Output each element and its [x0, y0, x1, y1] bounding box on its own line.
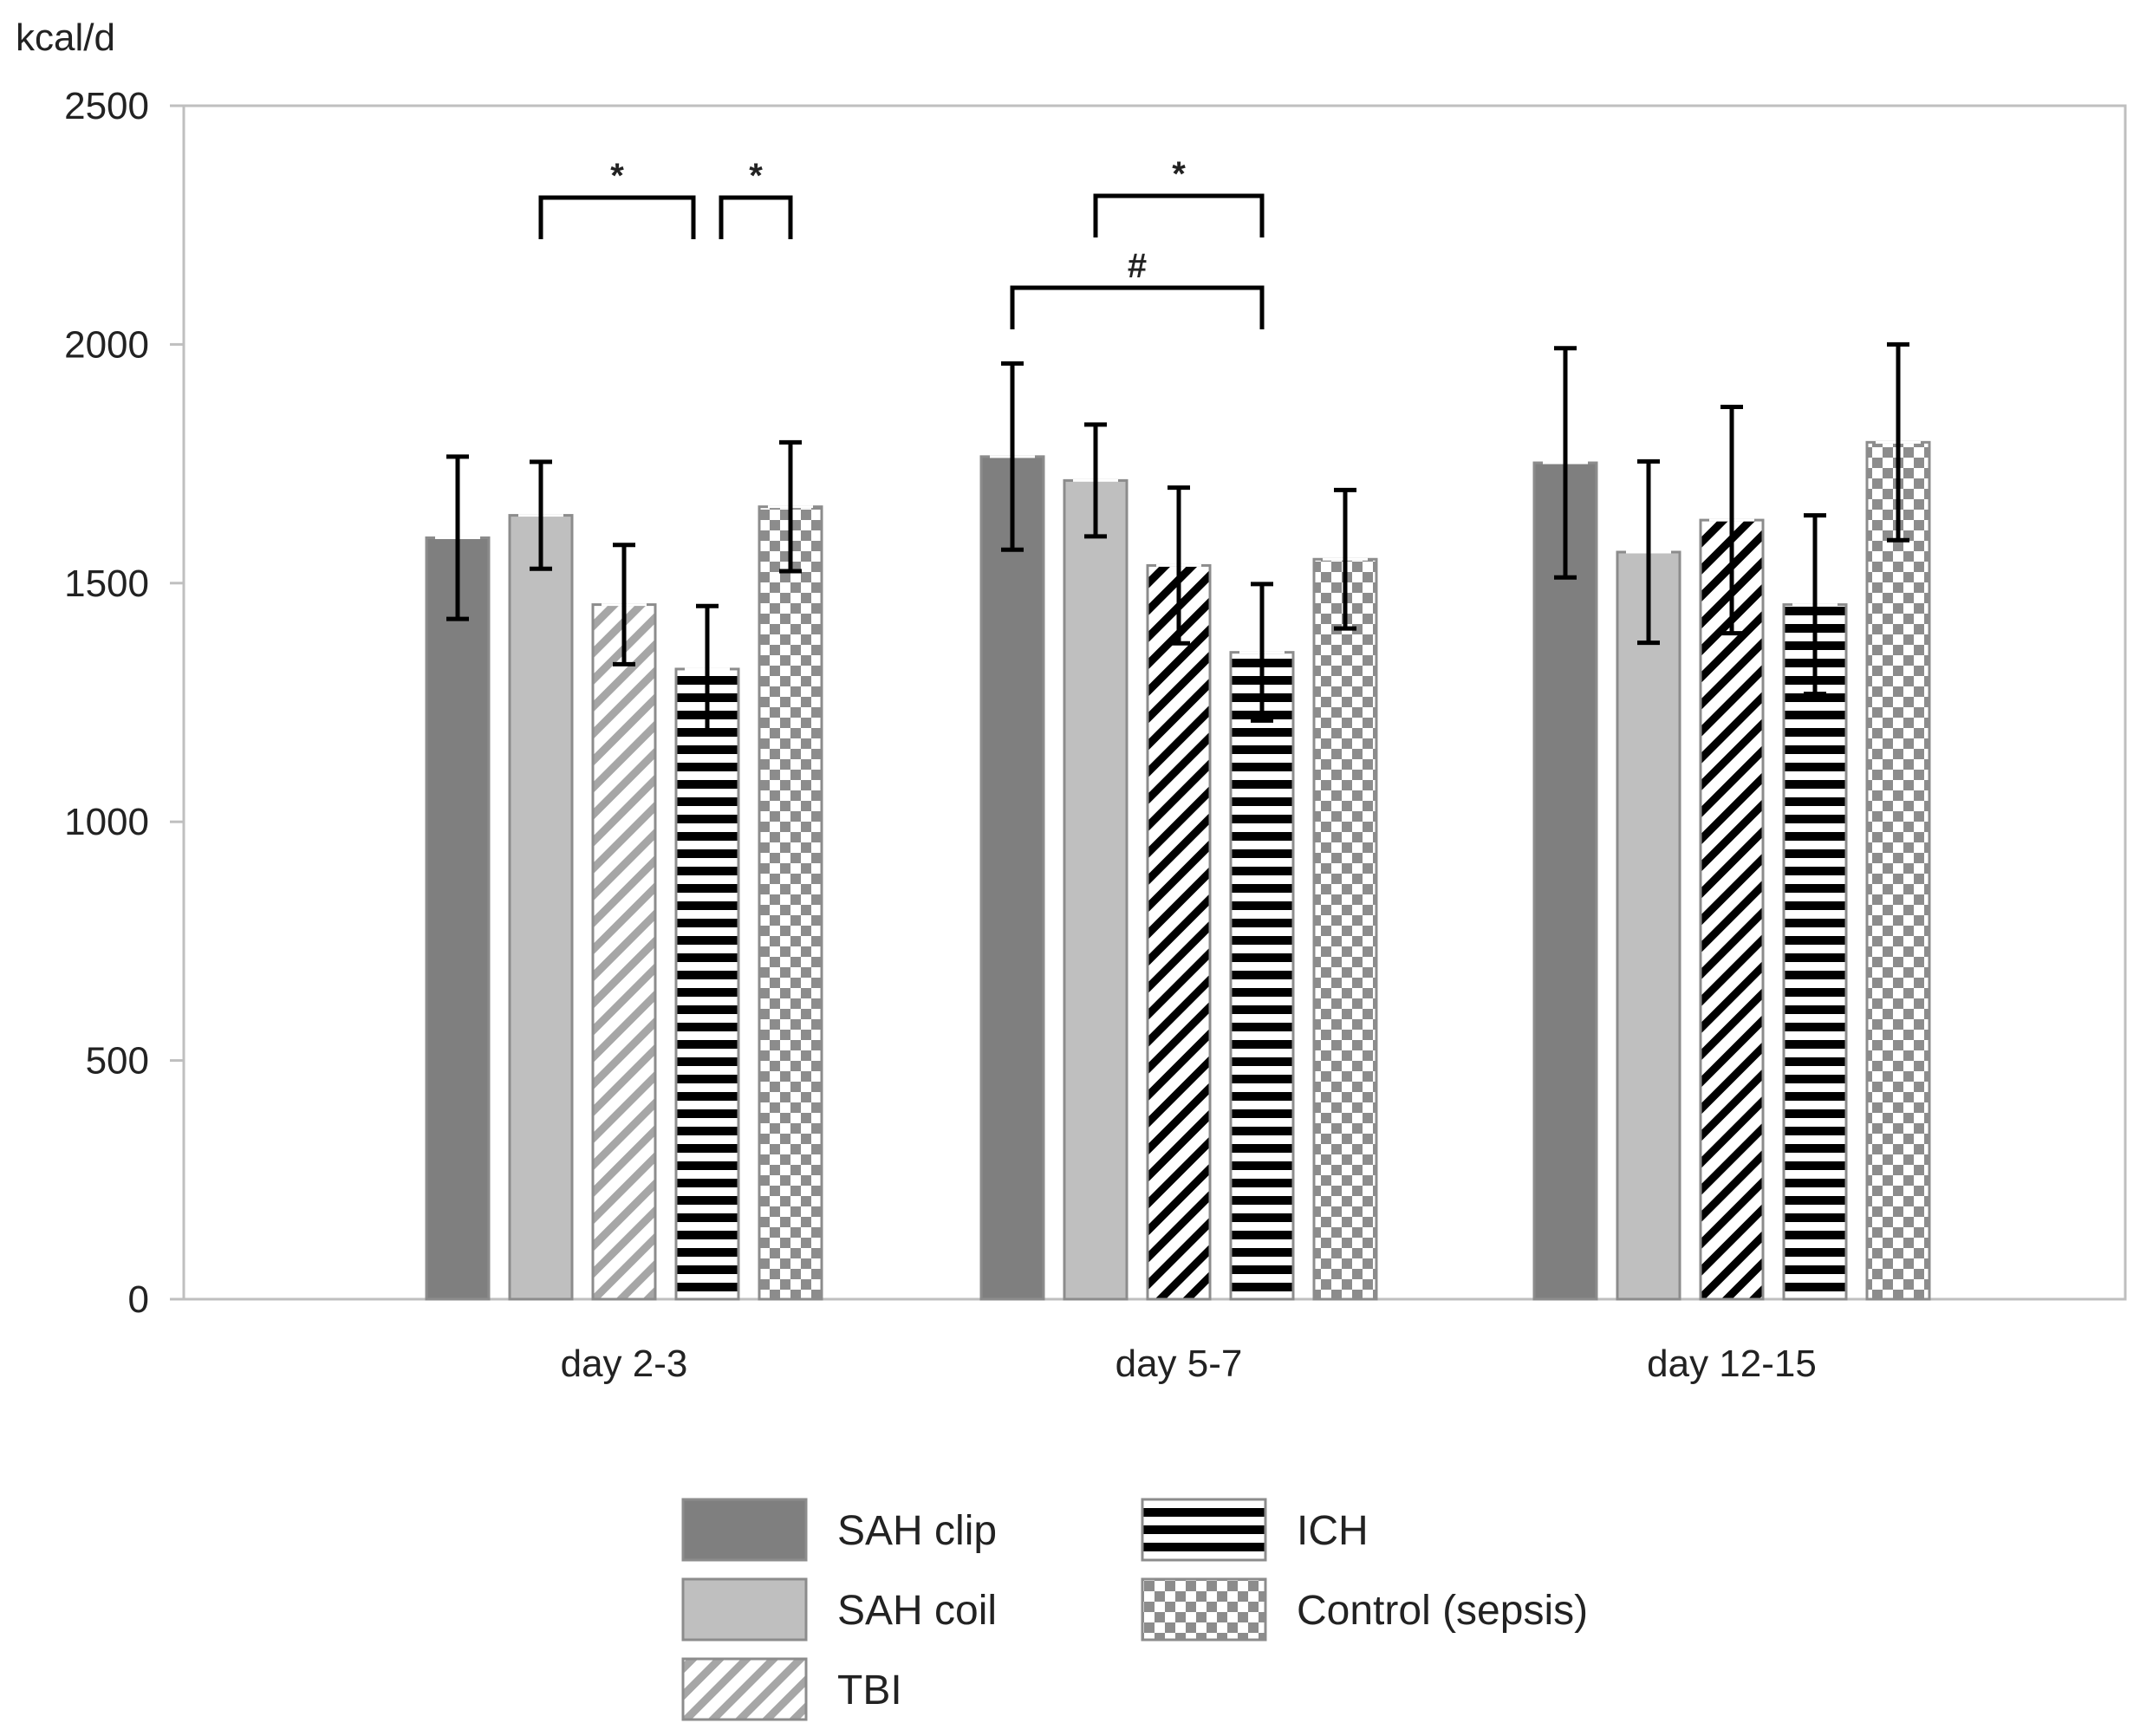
y-tick-label: 2500 [64, 85, 149, 127]
y-axis-unit-label: kcal/d [16, 16, 115, 59]
legend-label-ich: ICH [1297, 1508, 1369, 1554]
significance-bracket [1093, 193, 1265, 237]
legend-swatch-sah-clip [681, 1498, 808, 1562]
bar-tbi-day-12-15 [1699, 518, 1765, 1301]
legend-label-sah-coil: SAH coil [837, 1588, 997, 1634]
bar-sah-coil-day-12-15 [1616, 550, 1681, 1301]
bar-tbi-day-2-3 [591, 603, 657, 1301]
significance-marker: * [610, 157, 624, 195]
significance-bracket [538, 195, 696, 239]
x-category-label: day 12-15 [1647, 1343, 1817, 1385]
x-category-label: day 5-7 [1116, 1343, 1243, 1385]
y-tick-label: 500 [86, 1040, 149, 1083]
bar-control-sepsis-day-5-7 [1312, 557, 1378, 1301]
y-tick-label: 2000 [64, 323, 149, 366]
bars-group [425, 440, 1931, 1301]
bar-sah-clip-day-12-15 [1532, 461, 1598, 1301]
legend-swatch-sah-coil [681, 1577, 808, 1642]
legend-label-sah-clip: SAH clip [837, 1508, 997, 1554]
y-tick-label: 1000 [64, 801, 149, 843]
legend-label-control-sepsis: Control (sepsis) [1297, 1588, 1588, 1634]
bar-control-sepsis-day-12-15 [1865, 440, 1931, 1301]
significance-marker: # [1128, 247, 1147, 285]
y-tick-label: 1500 [64, 562, 149, 605]
bar-tbi-day-5-7 [1146, 563, 1212, 1301]
legend-label-tbi: TBI [837, 1668, 902, 1713]
significance-annotations: * * * # [538, 155, 1265, 329]
legend-swatch-control-sepsis [1141, 1577, 1267, 1642]
legend-swatch-ich [1141, 1498, 1267, 1562]
significance-bracket [719, 195, 793, 239]
bar-ich-day-2-3 [674, 667, 740, 1301]
error-bars-group [446, 341, 1909, 735]
significance-bracket [1010, 285, 1265, 329]
legend-swatch-tbi [681, 1657, 808, 1721]
legend: SAH clip SAH coil TBI ICH Control (sepsis) [681, 1498, 1588, 1721]
significance-marker: * [749, 157, 763, 195]
bar-control-sepsis-day-2-3 [758, 505, 823, 1301]
bar-sah-clip-day-5-7 [979, 455, 1045, 1301]
x-category-label: day 2-3 [561, 1343, 688, 1385]
y-tick-label: 0 [128, 1278, 149, 1321]
bar-sah-coil-day-5-7 [1063, 478, 1129, 1301]
significance-marker: * [1172, 155, 1186, 193]
bar-sah-clip-day-2-3 [425, 536, 491, 1301]
bar-ich-day-5-7 [1229, 651, 1295, 1301]
x-axis-labels: day 2-3 day 5-7 day 12-15 [561, 1343, 1817, 1385]
bar-sah-coil-day-2-3 [508, 514, 574, 1301]
bar-ich-day-12-15 [1782, 603, 1848, 1301]
y-axis: 0 500 1000 1500 2000 2500 [64, 85, 184, 1321]
